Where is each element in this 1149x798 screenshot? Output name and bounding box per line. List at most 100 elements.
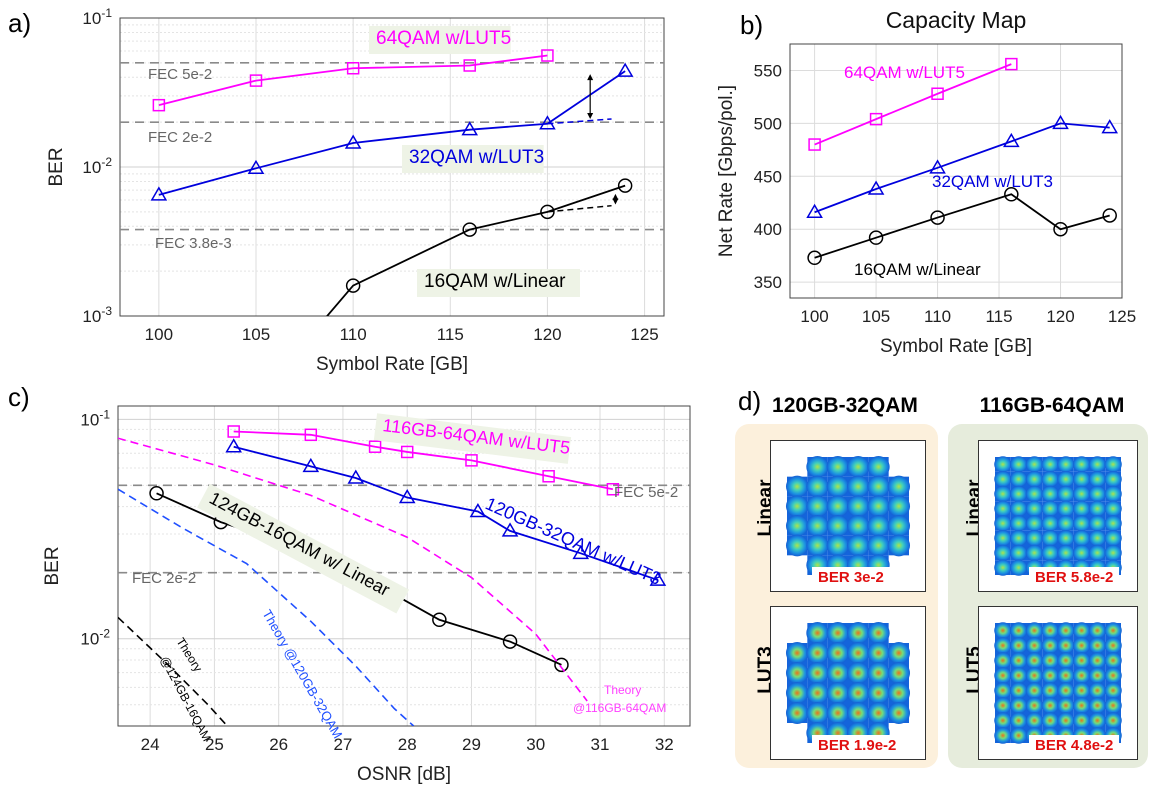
constellation-point [826, 642, 850, 664]
label-text: 16QAM w/Linear [854, 260, 981, 279]
panel-d-letter: d) [738, 386, 762, 416]
constellation-point [785, 534, 809, 557]
constellation-point [1009, 544, 1028, 561]
constellation-point [867, 456, 890, 478]
data-point [1004, 187, 1019, 202]
label-text: 124GB-16QAM w/ Linear [206, 488, 393, 600]
constellation-point [785, 682, 809, 704]
constellation-point [1041, 500, 1059, 517]
label-background [369, 26, 511, 54]
constellation-point [846, 456, 870, 478]
constellation-point [1057, 697, 1075, 714]
constellation-point [846, 515, 870, 537]
constellation-point [1009, 697, 1028, 714]
x-tick-label: 105 [862, 307, 890, 326]
constellation-point [1104, 515, 1122, 532]
series-label-32qam-lut3: 32QAM w/LUT3 [932, 172, 1053, 191]
data-point [461, 121, 479, 136]
data-point [541, 49, 554, 62]
constellation-point [867, 622, 890, 644]
constellation-point [785, 475, 809, 498]
constellation-point [994, 559, 1012, 576]
data-point [806, 203, 823, 219]
label-text: 32QAM w/LUT3 [932, 172, 1053, 191]
x-tick-label: 120 [533, 325, 561, 344]
constellation-title-32qam: 120GB-32QAM [772, 394, 918, 417]
constellation-point [1057, 652, 1075, 669]
constellation-point [1072, 456, 1091, 473]
constellation-point [1072, 637, 1091, 654]
constellation-point [1104, 530, 1122, 547]
constellation-point [785, 702, 809, 724]
constellation-point [1009, 727, 1028, 744]
constellation-point [1009, 456, 1028, 473]
constellation-point [1088, 682, 1107, 699]
constellation-point [785, 642, 809, 664]
x-tick-label: 26 [269, 735, 288, 754]
constellation-point [1072, 515, 1091, 532]
constellation-point [1041, 682, 1059, 699]
data-point [368, 440, 382, 453]
constellation-point [1057, 485, 1075, 502]
constellation-point [1088, 530, 1107, 547]
y-axis-label: Net Rate [Gbps/pol.] [716, 85, 737, 257]
constellation-point [806, 475, 829, 498]
constellation-point [826, 515, 850, 537]
data-point [247, 159, 265, 175]
arrow-head [587, 74, 594, 81]
data-point [540, 204, 555, 220]
constellation-point [826, 456, 850, 478]
data-point [929, 159, 946, 174]
constellation-point [826, 534, 850, 557]
constellation-point [806, 702, 829, 724]
constellation-point [1072, 530, 1091, 547]
constellation-point [867, 682, 890, 704]
constellation-point [1025, 500, 1044, 517]
constellation-point [826, 622, 850, 644]
constellation-point [1041, 515, 1059, 532]
constellation-point [806, 662, 829, 684]
constellation-point [1009, 559, 1028, 576]
constellation-point [826, 495, 850, 517]
constellation-point [846, 702, 870, 724]
constellation-point [846, 622, 870, 644]
constellation-32qam-linear [770, 440, 926, 592]
label-text: 32QAM w/LUT3 [409, 147, 544, 168]
data-point [347, 469, 365, 484]
label-text: @124GB-16QAM [157, 654, 214, 744]
constellation-point [1057, 456, 1075, 473]
data-point [152, 98, 166, 112]
constellation-point [867, 642, 890, 664]
constellation-point [994, 485, 1012, 502]
theory-label-64qam-b: @116GB-64QAM [573, 701, 666, 715]
series-label-120gb-32qam: 120GB-32QAM w/LUT3 [482, 493, 664, 589]
y-tick-label: 450 [754, 167, 782, 186]
constellation-point [1009, 667, 1028, 684]
arrow-head [587, 112, 594, 119]
constellation-point [1025, 456, 1044, 473]
constellation-point [1025, 667, 1044, 684]
constellation-point [1072, 667, 1091, 684]
constellation-point [1009, 500, 1028, 517]
x-tick-label: 115 [437, 325, 464, 344]
constellation-point [1057, 622, 1075, 639]
constellation-point [1104, 682, 1122, 699]
constellation-point [1041, 456, 1059, 473]
chart-a-ber-vs-symbol-rate: 100 105 110 115 120 125 10-3 10-2 10-1 Symbol Rat… [46, 6, 665, 375]
constellation-point [826, 682, 850, 704]
data-point [554, 657, 569, 673]
series-label-124gb-16qam: 124GB-16QAM w/ Linear [197, 483, 410, 614]
plot-frame [117, 405, 691, 727]
constellation-point [1025, 622, 1044, 639]
arrow-head [612, 193, 619, 200]
data-point [227, 425, 240, 438]
constellation-point [1072, 682, 1091, 699]
y-axis-label: BER [42, 546, 63, 585]
constellation-point [1088, 485, 1107, 502]
data-point [502, 634, 518, 649]
series-label-32qam-lut3: 32QAM w/LUT3 [402, 145, 544, 173]
constellation-point [1041, 544, 1059, 561]
constellation-point [887, 642, 911, 664]
constellation-point [887, 662, 911, 684]
constellation-point [1009, 712, 1028, 729]
